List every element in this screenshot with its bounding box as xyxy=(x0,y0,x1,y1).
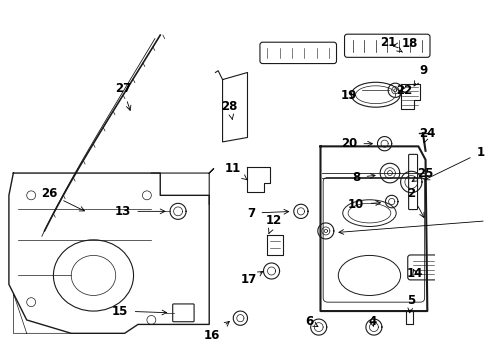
Text: 15: 15 xyxy=(112,305,166,318)
Text: 16: 16 xyxy=(203,321,229,342)
Text: 19: 19 xyxy=(340,89,356,102)
Text: 20: 20 xyxy=(340,137,372,150)
Text: 17: 17 xyxy=(241,271,262,287)
Text: 10: 10 xyxy=(347,198,380,211)
Text: 27: 27 xyxy=(115,82,131,111)
Text: 13: 13 xyxy=(115,205,164,218)
Text: 2: 2 xyxy=(407,187,423,217)
Text: 26: 26 xyxy=(41,187,84,211)
Text: 25: 25 xyxy=(411,167,433,181)
Text: 7: 7 xyxy=(246,207,288,220)
Text: 6: 6 xyxy=(305,315,317,328)
Text: 23: 23 xyxy=(0,359,1,360)
Text: 4: 4 xyxy=(367,315,375,328)
Text: 21: 21 xyxy=(379,36,402,52)
Text: 24: 24 xyxy=(418,126,435,143)
Text: 8: 8 xyxy=(351,171,374,184)
Text: 1: 1 xyxy=(424,146,484,180)
Text: 18: 18 xyxy=(392,37,417,50)
Text: 22: 22 xyxy=(395,84,411,97)
Text: 11: 11 xyxy=(224,162,247,180)
Text: 14: 14 xyxy=(406,267,422,280)
Text: 28: 28 xyxy=(221,100,237,120)
Text: 9: 9 xyxy=(413,64,427,86)
Text: 5: 5 xyxy=(407,294,415,313)
Text: 3: 3 xyxy=(338,214,488,234)
Text: 12: 12 xyxy=(265,214,282,234)
